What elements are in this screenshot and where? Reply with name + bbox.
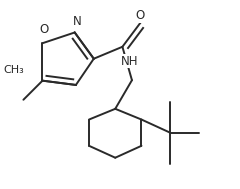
Text: O: O bbox=[135, 9, 144, 22]
Text: N: N bbox=[73, 15, 82, 28]
Text: NH: NH bbox=[121, 54, 138, 67]
Text: O: O bbox=[40, 23, 49, 36]
Text: CH₃: CH₃ bbox=[3, 65, 24, 75]
